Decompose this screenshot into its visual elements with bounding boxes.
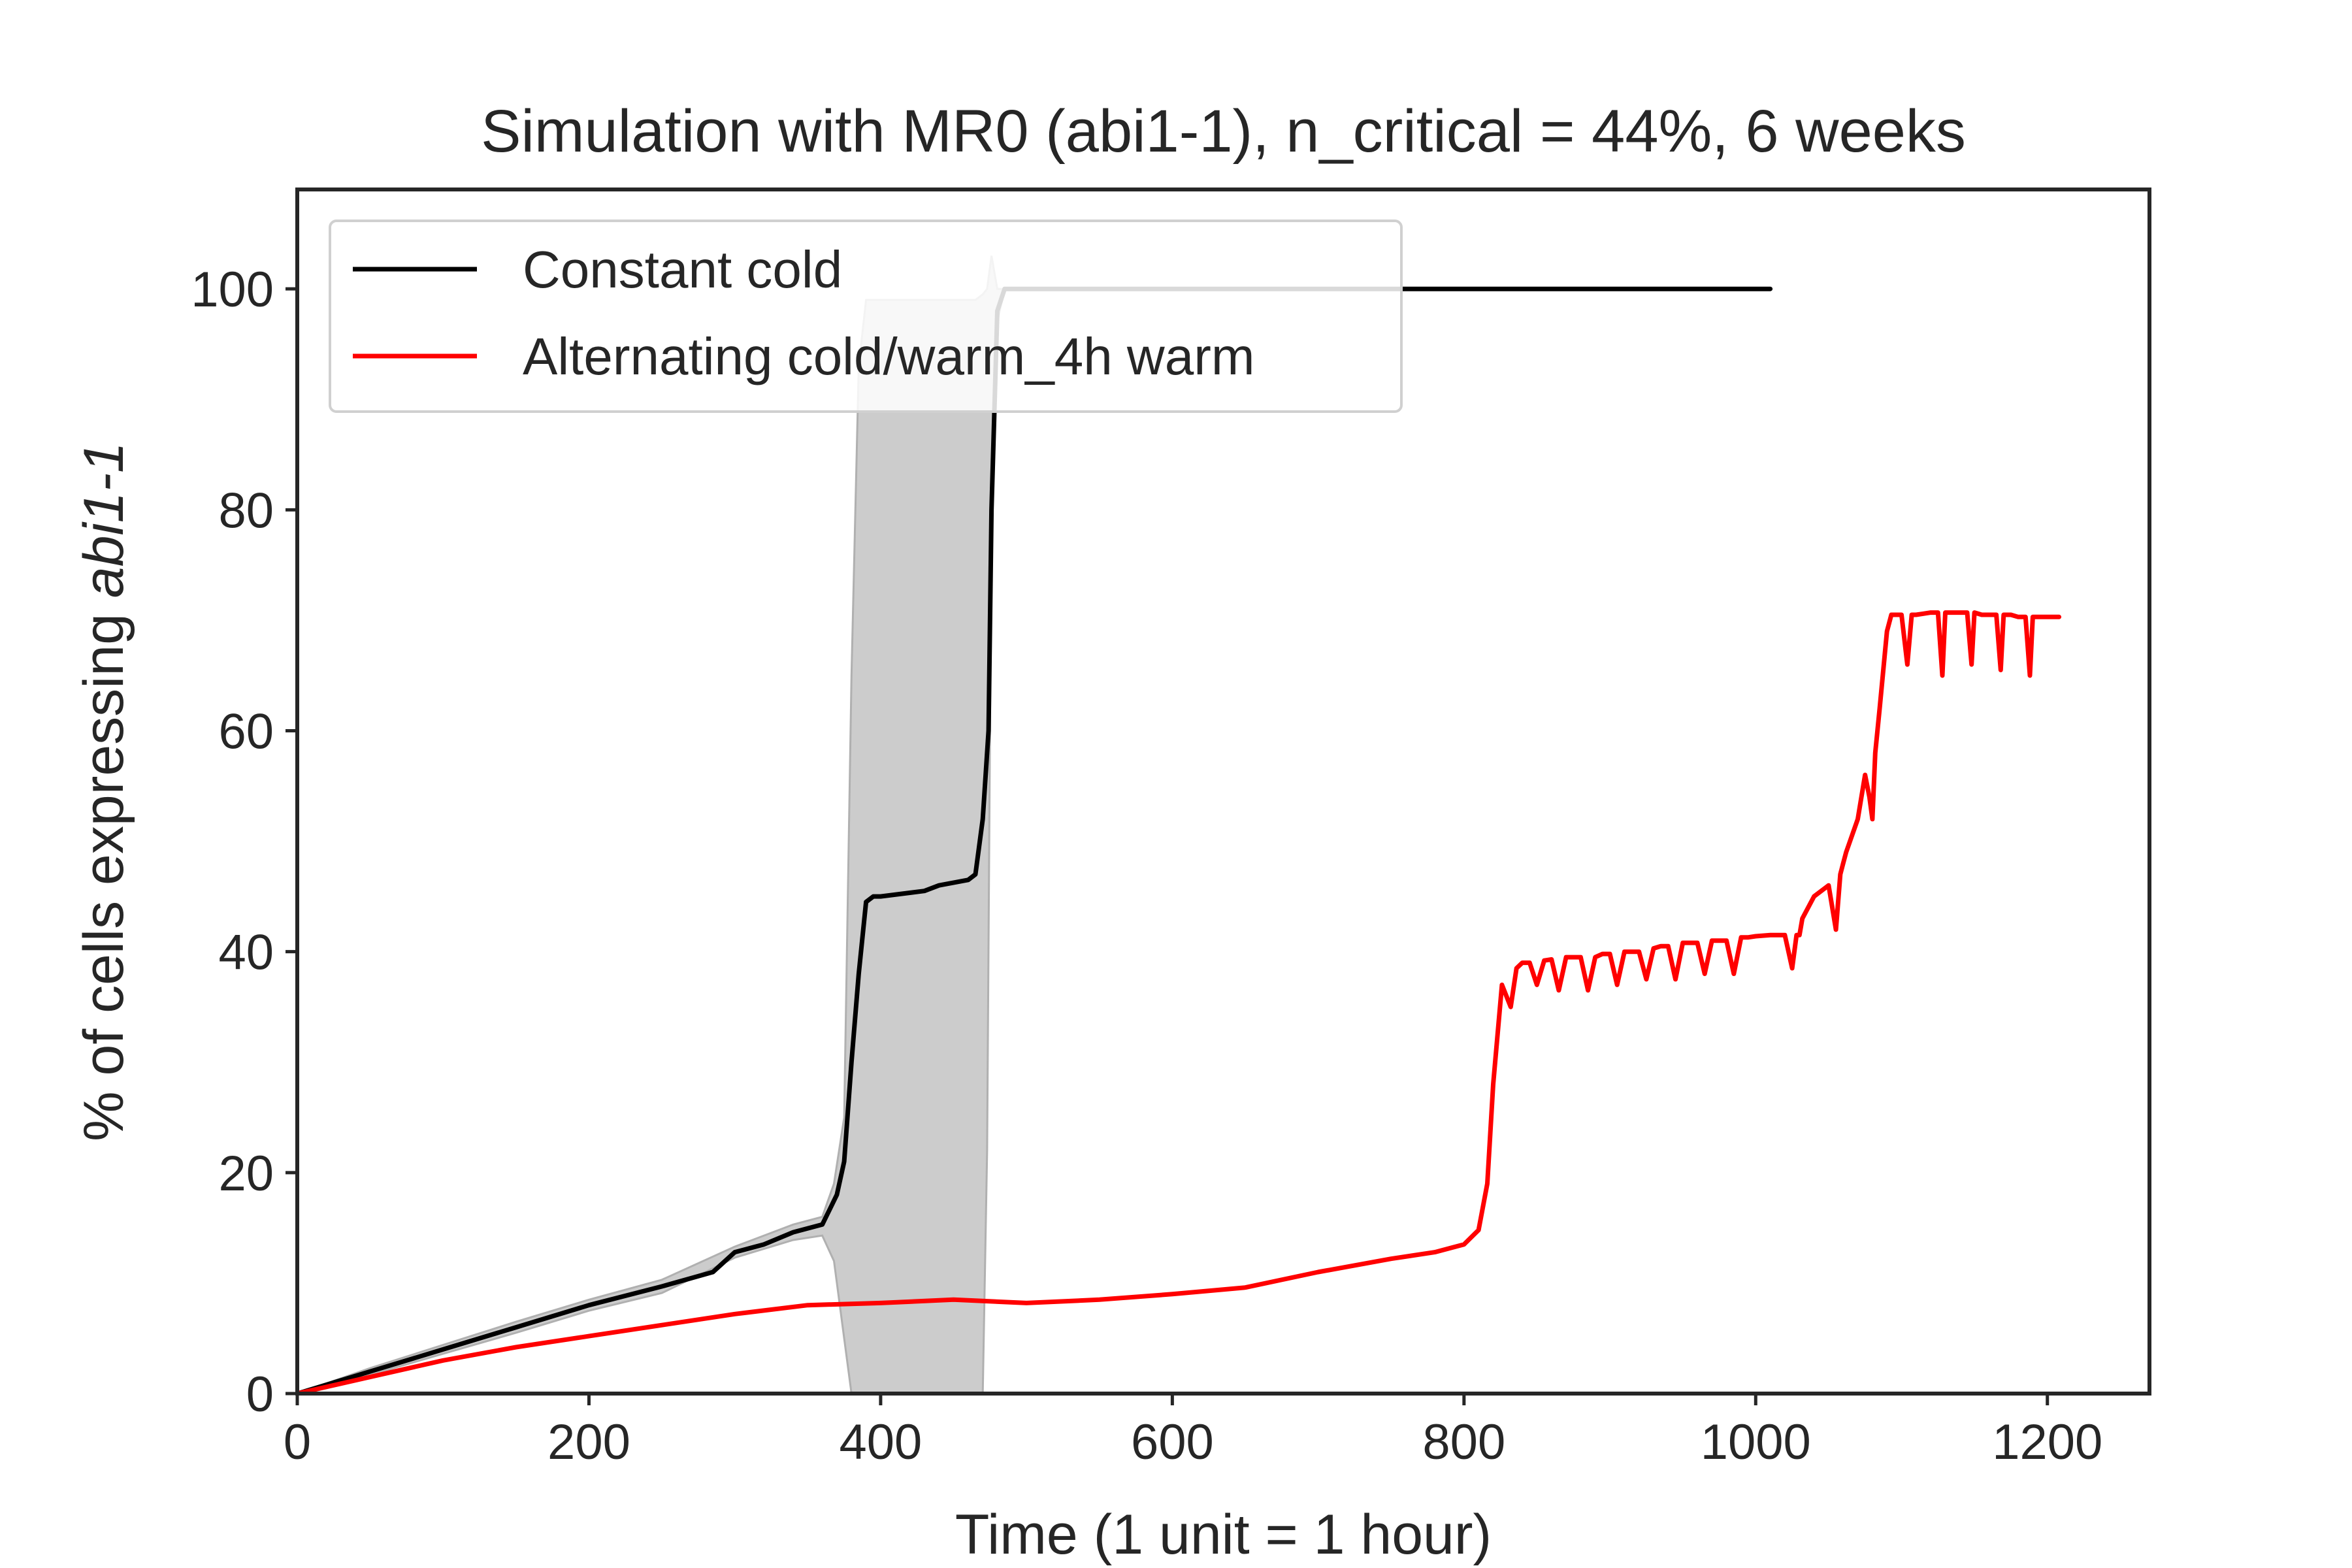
y-tick-label: 60 xyxy=(218,704,274,760)
y-tick-label: 100 xyxy=(191,262,274,318)
legend-box xyxy=(329,220,1403,413)
series-line-0 xyxy=(297,286,1773,1394)
legend-label-constant-cold: Constant cold xyxy=(523,240,842,299)
x-tick-label: 800 xyxy=(1422,1414,1505,1470)
x-tick-label: 600 xyxy=(1131,1414,1214,1470)
plot-area xyxy=(297,255,2062,1394)
y-axis-label-prefix: % of cells expressing xyxy=(73,598,135,1141)
x-tick-label: 0 xyxy=(284,1414,311,1470)
confidence-band xyxy=(297,255,1771,1394)
series-line-1 xyxy=(297,610,2062,1394)
axis-ticks: 0 200 400 600 800 1000 1200 0 20 40 60 80 100 xyxy=(191,262,2102,1470)
y-tick-label: 80 xyxy=(218,483,274,538)
x-axis-label: Time (1 unit = 1 hour) xyxy=(955,1503,1492,1566)
chart-title: Simulation with MR0 (abi1-1), n_critical… xyxy=(481,98,1966,165)
legend-label-alternating: Alternating cold/warm_4h warm xyxy=(523,327,1254,385)
y-tick-label: 20 xyxy=(218,1146,274,1201)
x-tick-label: 200 xyxy=(547,1414,630,1470)
y-tick-label: 40 xyxy=(218,925,274,981)
x-tick-label: 1200 xyxy=(1992,1414,2102,1470)
y-axis-label: % of cells expressing abi1-1 xyxy=(73,442,135,1141)
y-axis-label-italic: abi1-1 xyxy=(73,442,135,598)
x-tick-label: 1000 xyxy=(1701,1414,1811,1470)
x-tick-label: 400 xyxy=(840,1414,923,1470)
y-tick-label: 0 xyxy=(246,1367,274,1422)
legend: Constant cold Alternating cold/warm_4h w… xyxy=(329,220,1403,413)
axes-frame xyxy=(295,188,2151,1396)
